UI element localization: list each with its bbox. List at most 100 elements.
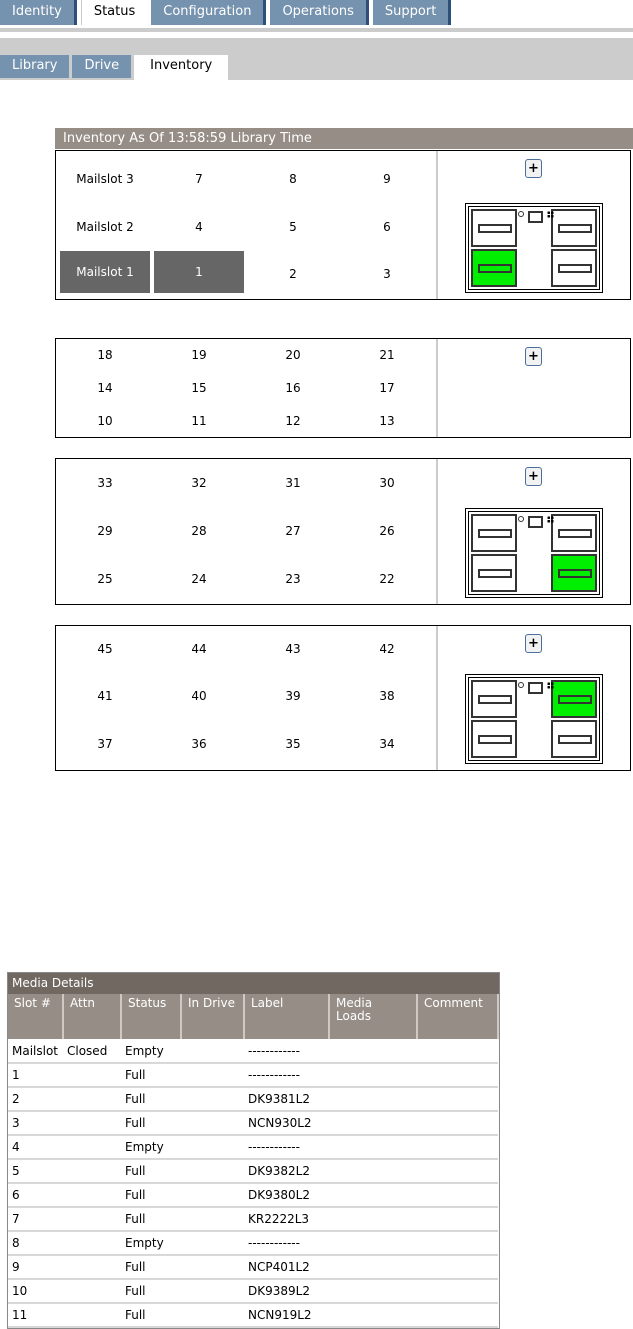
cartridge-icon [558, 529, 592, 538]
slot-cell[interactable]: 13 [379, 414, 395, 428]
tab-support[interactable]: Support [372, 0, 452, 25]
slot-cell[interactable]: 16 [285, 381, 301, 395]
table-row[interactable]: 10 Full DK9389L2 [8, 1279, 498, 1304]
slot-cell[interactable]: 40 [191, 689, 207, 703]
slot-cell[interactable]: 22 [379, 572, 395, 586]
table-cell [63, 1087, 121, 1112]
slot-cell[interactable]: 5 [289, 220, 297, 234]
tab-operations[interactable]: Operations [270, 0, 369, 25]
table-row[interactable]: 3 Full NCN930L2 [8, 1111, 498, 1136]
tab-identity[interactable]: Identity [0, 0, 77, 25]
table-cell [417, 1279, 498, 1304]
slot-cell[interactable]: 36 [191, 737, 207, 751]
slot-cell[interactable]: 23 [285, 572, 301, 586]
slot-cell[interactable]: 20 [285, 348, 301, 362]
slot-cell[interactable]: 3 [383, 267, 391, 281]
tray-slot[interactable] [471, 209, 517, 247]
table-cell: NCP401L2 [244, 1255, 329, 1280]
slot-cell[interactable]: 9 [383, 172, 391, 186]
slot-cell[interactable]: 14 [97, 381, 113, 395]
slot-cell[interactable]: 2 [289, 267, 297, 281]
table-row[interactable]: 8 Empty ------------ [8, 1231, 498, 1256]
tray-slot[interactable] [471, 554, 517, 592]
slot-cell[interactable]: 26 [379, 524, 395, 538]
slot-cell[interactable]: 12 [285, 414, 301, 428]
tray-slot[interactable] [471, 680, 517, 718]
slot-cell[interactable]: 44 [191, 642, 207, 656]
slot-cell[interactable]: 6 [383, 220, 391, 234]
column-header: In Drive [181, 994, 245, 1039]
slot-cell[interactable]: Mailslot 1 [60, 251, 150, 293]
slot-cell[interactable]: Mailslot 2 [76, 220, 134, 234]
table-row[interactable]: 9 Full NCP401L2 [8, 1255, 498, 1280]
table-row[interactable]: 11 Full NCN919L2 [8, 1303, 498, 1328]
slot-cell[interactable]: 11 [191, 414, 207, 428]
slot-cell[interactable]: 8 [289, 172, 297, 186]
tray-slot[interactable] [471, 514, 517, 552]
subtab-inventory[interactable]: Inventory [134, 55, 229, 80]
table-row[interactable]: 4 Empty ------------ [8, 1135, 498, 1160]
tab-configuration[interactable]: Configuration [151, 0, 267, 25]
cartridge-icon [478, 264, 512, 273]
indicator-icon [518, 211, 524, 217]
slot-cell[interactable]: 33 [97, 476, 113, 490]
table-cell [63, 1207, 121, 1232]
slot-cell[interactable]: 42 [379, 642, 395, 656]
slot-cell[interactable]: 30 [379, 476, 395, 490]
subtab-library[interactable]: Library [0, 55, 70, 78]
slot-cell[interactable]: 45 [97, 642, 113, 656]
slot-cell[interactable]: 28 [191, 524, 207, 538]
expand-button[interactable]: + [525, 159, 542, 178]
slot-cell[interactable]: 25 [97, 572, 113, 586]
slot-cell[interactable]: 24 [191, 572, 207, 586]
slot-cell[interactable]: 19 [191, 348, 207, 362]
slot-cell[interactable]: 39 [285, 689, 301, 703]
slot-cell[interactable]: 43 [285, 642, 301, 656]
slot-cell[interactable]: 15 [191, 381, 207, 395]
inventory-title: Inventory As Of 13:58:59 Library Time [55, 128, 633, 149]
slot-cell[interactable]: 18 [97, 348, 113, 362]
slot-cell[interactable]: 4 [195, 220, 203, 234]
tab-status[interactable]: Status [80, 0, 148, 25]
table-cell: 4 [8, 1135, 63, 1160]
tray-slot[interactable] [551, 209, 597, 247]
media-details-panel: Media Details Slot # Attn Status In Drive La… [7, 972, 500, 1329]
tray-slot[interactable] [471, 720, 517, 758]
table-row[interactable]: 5 Full DK9382L2 [8, 1159, 498, 1184]
table-cell: Full [121, 1063, 181, 1088]
tray-slot[interactable] [551, 720, 597, 758]
slot-cell[interactable]: 27 [285, 524, 301, 538]
slot-cell[interactable]: 7 [195, 172, 203, 186]
table-row[interactable]: 6 Full DK9380L2 [8, 1183, 498, 1208]
tray-slot[interactable] [551, 249, 597, 287]
slot-cell[interactable]: 41 [97, 689, 113, 703]
table-row[interactable]: Mailslot Closed Empty ------------ [8, 1039, 498, 1064]
table-cell [181, 1207, 244, 1232]
table-row[interactable]: 1 Full ------------ [8, 1063, 498, 1088]
table-row[interactable]: 2 Full DK9381L2 [8, 1087, 498, 1112]
slot-cell[interactable]: 35 [285, 737, 301, 751]
slot-cell[interactable]: 10 [97, 414, 113, 428]
slot-cell[interactable]: 17 [379, 381, 395, 395]
table-cell [329, 1111, 417, 1136]
slot-cell[interactable]: Mailslot 3 [76, 172, 134, 186]
slot-cell[interactable]: 29 [97, 524, 113, 538]
slot-cell[interactable]: 1 [154, 251, 244, 293]
slot-cell[interactable]: 32 [191, 476, 207, 490]
slot-cell[interactable]: 37 [97, 737, 113, 751]
tray-slot[interactable] [551, 554, 597, 592]
subtab-drive[interactable]: Drive [72, 55, 132, 78]
slot-cell[interactable]: 31 [285, 476, 301, 490]
tray-slot[interactable] [551, 514, 597, 552]
slot-cell[interactable]: 34 [379, 737, 395, 751]
expand-button[interactable]: + [525, 467, 542, 486]
slot-cell[interactable]: 21 [379, 348, 395, 362]
expand-button[interactable]: + [525, 347, 542, 366]
tray-slot[interactable] [471, 249, 517, 287]
table-cell [329, 1087, 417, 1112]
table-row[interactable]: 7 Full KR2222L3 [8, 1207, 498, 1232]
tray-slot[interactable] [551, 680, 597, 718]
table-cell [417, 1063, 498, 1088]
expand-button[interactable]: + [525, 634, 542, 653]
slot-cell[interactable]: 38 [379, 689, 395, 703]
